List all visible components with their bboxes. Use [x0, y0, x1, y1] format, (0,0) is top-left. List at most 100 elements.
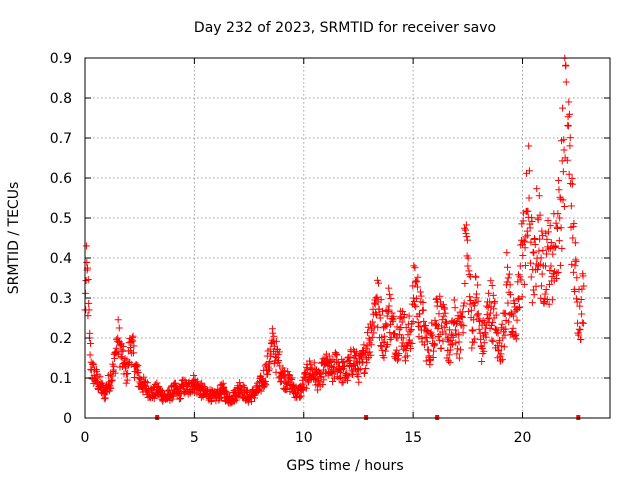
chart-title: Day 232 of 2023, SRMTID for receiver sav… — [194, 20, 496, 36]
data-point — [556, 261, 564, 269]
data-point — [487, 277, 495, 285]
data-point — [559, 104, 567, 112]
data-point — [477, 335, 485, 343]
data-point — [521, 244, 529, 252]
data-point — [385, 290, 393, 298]
data-point — [86, 329, 94, 337]
data-point — [484, 315, 492, 323]
data-point — [403, 352, 411, 360]
data-point — [368, 333, 376, 341]
data-point — [565, 98, 573, 106]
data-point — [413, 278, 421, 286]
data-point — [332, 367, 340, 375]
data-point — [439, 337, 447, 345]
data-point — [519, 217, 527, 225]
data-point — [539, 246, 547, 254]
data-point — [378, 346, 386, 354]
data-point — [450, 296, 458, 304]
data-point — [528, 299, 536, 307]
data-point — [416, 323, 424, 331]
data-point — [385, 302, 393, 310]
data-point — [325, 352, 333, 360]
data-point — [569, 223, 577, 231]
data-point — [332, 350, 340, 358]
data-point — [516, 303, 524, 311]
data-point — [525, 194, 533, 202]
data-point — [486, 324, 494, 332]
x-tick-label: 5 — [190, 430, 199, 446]
data-point — [482, 333, 490, 341]
data-point — [517, 276, 525, 284]
data-point — [220, 384, 228, 392]
data-point — [177, 394, 185, 402]
data-point — [506, 291, 514, 299]
data-points-layer — [81, 54, 588, 420]
data-point — [458, 321, 466, 329]
data-point — [285, 371, 293, 379]
data-point — [395, 350, 403, 358]
data-point — [526, 224, 534, 232]
data-point — [525, 142, 533, 150]
data-point — [564, 121, 572, 129]
data-point — [319, 381, 327, 389]
data-point — [123, 370, 131, 378]
data-point — [484, 303, 492, 311]
data-point — [85, 306, 93, 314]
data-point — [579, 319, 587, 327]
data-point — [464, 254, 472, 262]
data-point — [475, 325, 483, 333]
data-point — [391, 330, 399, 338]
data-point — [514, 278, 522, 286]
data-point — [106, 383, 114, 391]
data-point — [193, 377, 201, 385]
data-point — [411, 264, 419, 272]
data-point — [143, 379, 151, 387]
data-point — [275, 357, 283, 365]
data-point — [405, 312, 413, 320]
data-point — [492, 325, 500, 333]
data-point — [554, 268, 562, 276]
data-point — [466, 293, 474, 301]
data-point — [370, 322, 378, 330]
data-point — [373, 293, 381, 301]
data-point — [423, 327, 431, 335]
data-point — [460, 322, 468, 330]
data-point — [374, 279, 382, 287]
data-point — [455, 354, 463, 362]
data-point — [572, 257, 580, 265]
data-point — [400, 311, 408, 319]
data-point — [503, 249, 511, 257]
data-point — [435, 336, 443, 344]
data-point — [491, 297, 499, 305]
data-point — [562, 78, 570, 86]
y-tick-label: 0.6 — [50, 171, 72, 187]
data-point — [554, 225, 561, 233]
data-point — [107, 384, 115, 392]
data-point — [92, 374, 100, 382]
data-point — [543, 250, 551, 258]
data-point — [373, 276, 381, 284]
data-point — [446, 358, 454, 366]
data-point — [470, 316, 478, 324]
data-point — [89, 361, 97, 369]
y-tick-label: 0.5 — [50, 211, 72, 227]
data-point — [380, 354, 388, 362]
data-point — [248, 398, 256, 406]
data-point — [409, 282, 417, 290]
data-point — [555, 176, 563, 184]
data-point — [315, 378, 323, 386]
x-tick-label: 15 — [404, 430, 422, 446]
data-point — [504, 274, 512, 282]
data-point — [86, 339, 94, 347]
data-point — [453, 350, 461, 358]
data-point — [478, 358, 486, 366]
data-point — [429, 353, 437, 361]
data-point — [537, 282, 545, 290]
data-point — [329, 377, 337, 385]
data-point — [114, 334, 122, 342]
data-point — [560, 146, 568, 154]
data-point — [509, 312, 517, 320]
data-point — [383, 312, 391, 320]
data-point — [471, 298, 479, 306]
